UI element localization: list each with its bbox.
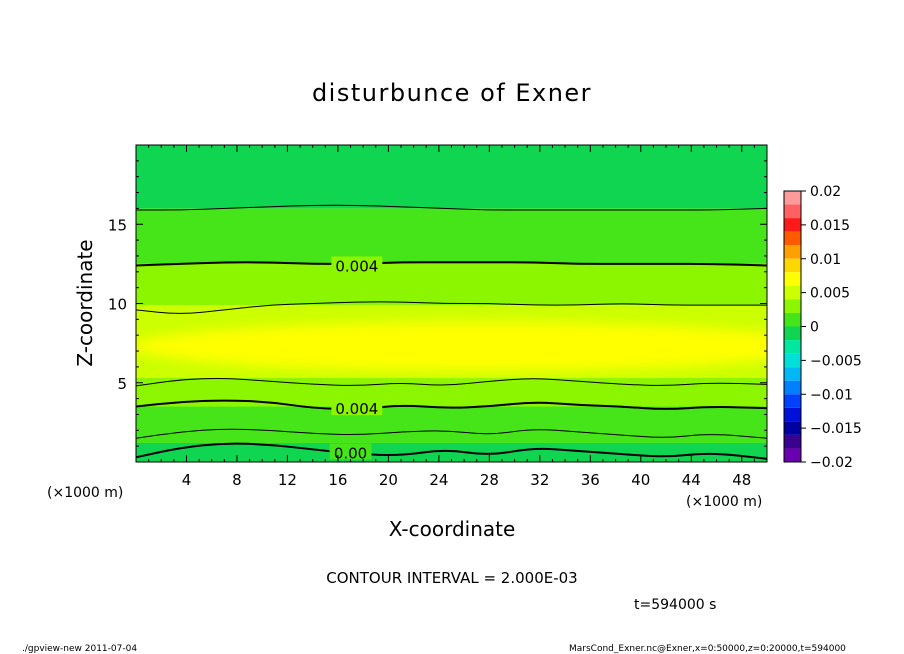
x-tick-label-1: 8 bbox=[232, 471, 242, 489]
colorbar-ticks: 0.02 0.015 0.01 0.005 0 −0.005 −0.01 −0.015 −0.0… bbox=[801, 184, 862, 471]
contour-lines bbox=[136, 204, 767, 460]
colorbar-tick-label-1: 0.015 bbox=[810, 218, 850, 234]
colorbar-tick-label-6: −0.01 bbox=[810, 387, 853, 403]
contour-label-bg-0 bbox=[331, 256, 383, 273]
y-tick-label-0: 5 bbox=[117, 375, 127, 393]
colorbar-tick-label-2: 0.01 bbox=[810, 252, 841, 268]
x-tick-label-8: 36 bbox=[581, 471, 600, 489]
y-unit-label: (×1000 m) bbox=[47, 485, 123, 501]
contour-label-2: 0.00 bbox=[334, 444, 367, 462]
contour-label-bg-2 bbox=[329, 443, 372, 460]
colorbar-level-7 bbox=[784, 285, 801, 300]
contour-line-3 bbox=[136, 378, 767, 387]
x-axis-ticks: 4 8 12 16 20 24 28 32 36 40 44 48 bbox=[148, 145, 755, 489]
x-tick-label-5: 24 bbox=[429, 471, 448, 489]
x-tick-label-0: 4 bbox=[182, 471, 192, 489]
y-tick-label-2: 15 bbox=[108, 216, 127, 234]
core-yellow-region bbox=[136, 321, 767, 371]
colorbar-level-5 bbox=[784, 258, 801, 273]
contour-line-2 bbox=[136, 399, 767, 411]
program-text: ./gpview-new 2011-07-04 bbox=[22, 644, 137, 654]
colorbar-level-8 bbox=[784, 299, 801, 313]
x-tick-label-6: 28 bbox=[480, 471, 499, 489]
contour-labels: 0.004 0.004 0.00 bbox=[329, 256, 383, 462]
colorbar-level-11 bbox=[784, 340, 801, 354]
colorbar-tick-label-4: 0 bbox=[810, 320, 819, 336]
colorbar-level-17 bbox=[784, 421, 801, 435]
colorbar-level-0 bbox=[784, 191, 801, 205]
colorbar-level-9 bbox=[784, 312, 801, 327]
contour-line-1 bbox=[136, 428, 767, 439]
colorbar-level-14 bbox=[784, 380, 801, 395]
colorbar-level-19 bbox=[784, 448, 801, 462]
x-tick-label-4: 20 bbox=[379, 471, 398, 489]
colorbar-level-4 bbox=[784, 245, 801, 259]
colorbar-tick-label-5: −0.005 bbox=[810, 353, 862, 369]
colorbar-tick-label-3: 0.005 bbox=[810, 286, 850, 302]
band-2 bbox=[136, 377, 767, 407]
y-tick-label-1: 10 bbox=[108, 296, 127, 314]
y-axis-ticks: 5 10 15 bbox=[108, 160, 767, 447]
contour-label-bg-1 bbox=[331, 399, 383, 416]
colorbar-level-2 bbox=[784, 218, 801, 232]
band-5 bbox=[136, 208, 767, 264]
colorbar-level-12 bbox=[784, 353, 801, 368]
colorbar-tick-label-8: −0.02 bbox=[810, 455, 853, 471]
band-4 bbox=[136, 263, 767, 306]
contour-line-5 bbox=[136, 261, 767, 267]
contour-line-0 bbox=[136, 442, 767, 460]
chart-title: disturbunce of Exner bbox=[312, 79, 592, 107]
colorbar-level-6 bbox=[784, 272, 801, 286]
colorbar-level-16 bbox=[784, 407, 801, 422]
colorbar-level-18 bbox=[784, 434, 801, 449]
plot-area: 0.004 0.004 0.00 bbox=[136, 145, 767, 462]
colorbar-tick-label-0: 0.02 bbox=[810, 184, 841, 200]
x-tick-label-2: 12 bbox=[278, 471, 297, 489]
x-tick-label-7: 32 bbox=[530, 471, 549, 489]
colorbar-level-13 bbox=[784, 367, 801, 381]
x-unit-label: (×1000 m) bbox=[686, 494, 762, 510]
time-text: t=594000 s bbox=[634, 597, 716, 613]
contour-label-0: 0.004 bbox=[335, 257, 378, 275]
y-axis-label: Z-coordinate bbox=[73, 239, 97, 366]
colorbar-level-1 bbox=[784, 204, 801, 219]
colorbar bbox=[784, 191, 801, 462]
x-tick-label-3: 16 bbox=[328, 471, 347, 489]
contour-interval-text: CONTOUR INTERVAL = 2.000E-03 bbox=[326, 569, 577, 587]
colorbar-level-3 bbox=[784, 231, 801, 246]
x-tick-label-9: 40 bbox=[631, 471, 650, 489]
x-tick-label-11: 48 bbox=[732, 471, 751, 489]
contour-line-4 bbox=[136, 301, 767, 314]
colorbar-tick-label-7: −0.015 bbox=[810, 421, 862, 437]
contour-label-1: 0.004 bbox=[335, 400, 378, 418]
x-tick-label-10: 44 bbox=[682, 471, 701, 489]
colorbar-level-15 bbox=[784, 394, 801, 408]
x-axis-label: X-coordinate bbox=[389, 517, 516, 541]
band-6 bbox=[136, 145, 767, 209]
colorbar-level-10 bbox=[784, 326, 801, 341]
contour-line-6 bbox=[136, 204, 767, 211]
source-text: MarsCond_Exner.nc@Exner,x=0:50000,z=0:20… bbox=[569, 644, 846, 654]
